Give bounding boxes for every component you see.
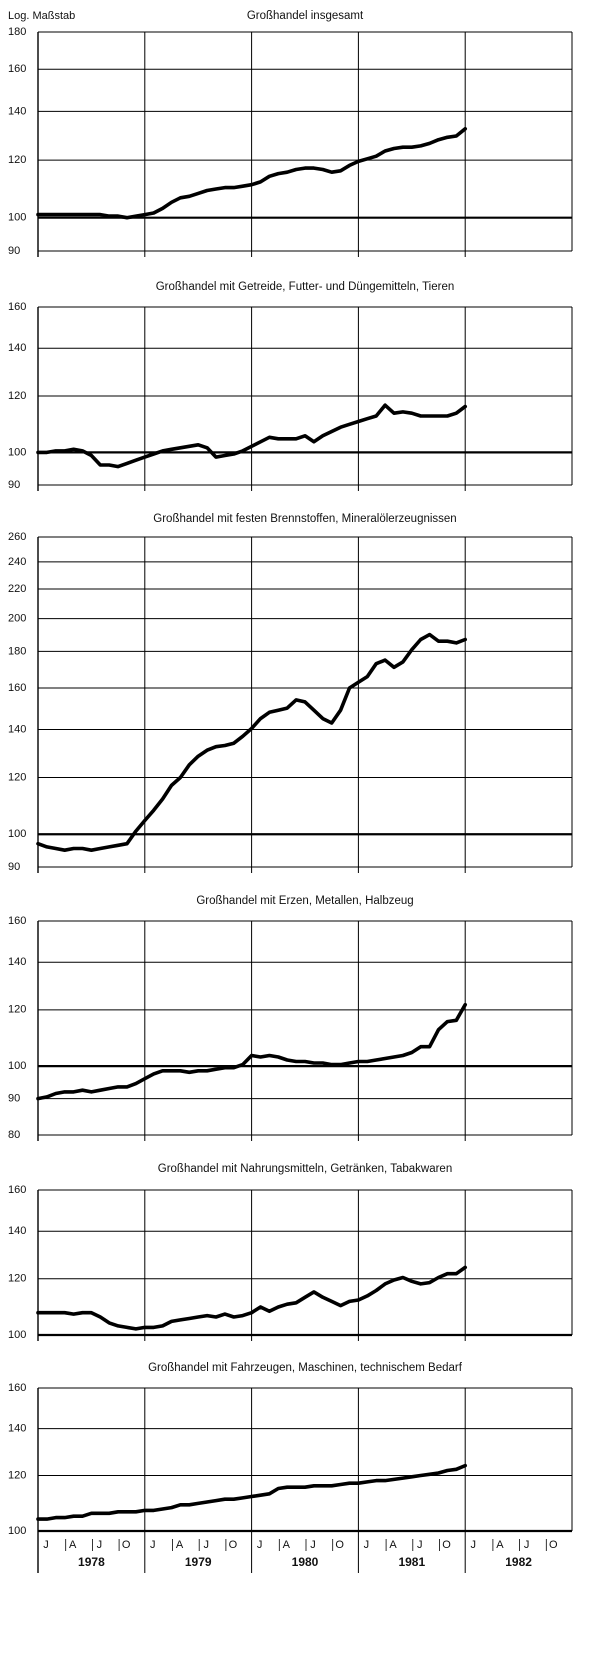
chart-title: Großhandel insgesamt — [247, 10, 364, 22]
y-tick-label: 100 — [8, 212, 26, 224]
y-tick-label: 200 — [8, 613, 26, 625]
x-tick-label: J — [150, 1539, 156, 1551]
year-label: 1978 — [78, 1555, 105, 1569]
y-tick-label: 90 — [8, 861, 20, 873]
x-tick-label: J — [417, 1539, 423, 1551]
x-tick-label: J — [364, 1539, 370, 1551]
y-tick-label: 160 — [8, 63, 26, 75]
y-tick-label: 120 — [8, 1004, 26, 1016]
data-line — [36, 1463, 467, 1521]
x-tick-label: J — [470, 1539, 476, 1551]
x-tick-label: J — [257, 1539, 263, 1551]
x-tick-label: A — [389, 1539, 397, 1551]
data-line — [36, 403, 467, 469]
x-tick-label: A — [496, 1539, 504, 1551]
x-tick-label: J — [43, 1539, 49, 1551]
y-tick-label: 140 — [8, 1225, 26, 1237]
x-tick-label: O — [122, 1539, 131, 1551]
chart-title: Großhandel mit festen Brennstoffen, Mine… — [153, 513, 456, 525]
x-tick-label: J — [97, 1539, 103, 1551]
y-tick-label: 100 — [8, 828, 26, 840]
x-tick-label: O — [442, 1539, 451, 1551]
y-tick-label: 80 — [8, 1129, 20, 1141]
y-tick-label: 100 — [8, 1329, 26, 1341]
y-tick-label: 140 — [8, 723, 26, 735]
y-tick-label: 120 — [8, 1469, 26, 1481]
y-axis-label: Log. Maßstab — [8, 10, 75, 22]
y-tick-label: 100 — [8, 1060, 26, 1072]
x-tick-label: A — [69, 1539, 77, 1551]
data-line — [36, 632, 467, 852]
x-tick-label: A — [283, 1539, 291, 1551]
y-tick-label: 160 — [8, 1184, 26, 1196]
y-tick-label: 120 — [8, 390, 26, 402]
y-tick-label: 100 — [8, 446, 26, 458]
y-tick-label: 90 — [8, 1093, 20, 1105]
y-tick-label: 180 — [8, 26, 26, 38]
y-tick-label: 120 — [8, 1273, 26, 1285]
x-tick-label: O — [549, 1539, 558, 1551]
year-label: 1980 — [292, 1555, 319, 1569]
x-tick-label: O — [335, 1539, 344, 1551]
y-tick-label: 220 — [8, 583, 26, 595]
y-tick-label: 90 — [8, 245, 20, 257]
y-tick-label: 120 — [8, 154, 26, 166]
y-tick-label: 120 — [8, 771, 26, 783]
y-tick-label: 90 — [8, 479, 20, 491]
year-label: 1979 — [185, 1555, 212, 1569]
y-tick-label: 160 — [8, 1382, 26, 1394]
chart-title: Großhandel mit Getreide, Futter- und Dün… — [156, 281, 455, 293]
chart-title: Großhandel mit Fahrzeugen, Maschinen, te… — [148, 1362, 463, 1374]
y-tick-label: 160 — [8, 915, 26, 927]
y-tick-label: 140 — [8, 342, 26, 354]
data-line — [36, 1265, 467, 1331]
x-tick-label: O — [229, 1539, 238, 1551]
x-tick-label: J — [524, 1539, 530, 1551]
y-tick-label: 140 — [8, 105, 26, 117]
y-tick-label: 160 — [8, 682, 26, 694]
y-tick-label: 100 — [8, 1525, 26, 1537]
y-tick-label: 240 — [8, 556, 26, 568]
y-tick-label: 140 — [8, 1423, 26, 1435]
y-tick-label: 260 — [8, 531, 26, 543]
x-tick-label: J — [310, 1539, 316, 1551]
year-label: 1982 — [505, 1555, 532, 1569]
y-tick-label: 180 — [8, 645, 26, 657]
chart-title: Großhandel mit Erzen, Metallen, Halbzeug — [196, 895, 413, 907]
year-label: 1981 — [398, 1555, 425, 1569]
y-tick-label: 140 — [8, 956, 26, 968]
chart-title: Großhandel mit Nahrungsmitteln, Getränke… — [158, 1163, 452, 1175]
data-line — [36, 127, 467, 220]
data-line — [36, 1002, 467, 1101]
x-tick-label: A — [176, 1539, 184, 1551]
x-tick-label: J — [203, 1539, 209, 1551]
y-tick-label: 160 — [8, 301, 26, 313]
